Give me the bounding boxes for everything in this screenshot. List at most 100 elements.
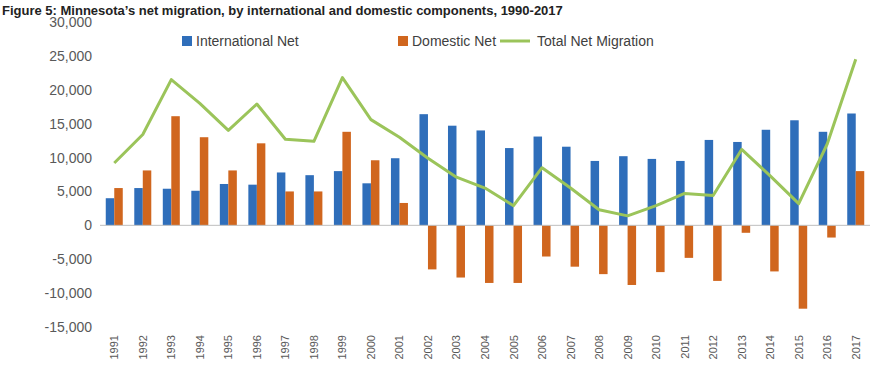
bar xyxy=(362,183,371,225)
bar xyxy=(334,171,343,225)
bar xyxy=(542,225,551,256)
x-tick-label: 2017 xyxy=(850,335,862,359)
x-tick-label: 1998 xyxy=(308,335,320,359)
bar xyxy=(171,116,180,225)
bar xyxy=(514,225,523,283)
y-tick-label: -10,000 xyxy=(45,285,93,301)
x-tick-label: 2004 xyxy=(479,335,491,359)
bar xyxy=(762,130,771,226)
x-tick-label: 1996 xyxy=(251,335,263,359)
bar xyxy=(656,225,665,272)
bar xyxy=(790,120,799,225)
bar xyxy=(419,114,428,225)
y-tick xyxy=(96,22,100,23)
bar xyxy=(305,175,314,225)
bar xyxy=(248,185,257,226)
bar xyxy=(342,132,351,226)
bar xyxy=(827,225,836,237)
bar xyxy=(713,225,722,281)
bar xyxy=(505,148,514,225)
bar xyxy=(391,158,400,225)
y-tick xyxy=(96,327,100,328)
bar xyxy=(685,225,694,258)
x-tick-label: 2006 xyxy=(536,335,548,359)
y-tick xyxy=(96,55,100,56)
x-tick-label: 1991 xyxy=(108,335,120,359)
y-tick xyxy=(96,259,100,260)
x-tick-label: 2009 xyxy=(622,335,634,359)
y-tick-label: 20,000 xyxy=(49,82,92,98)
x-tick-label: 2016 xyxy=(821,335,833,359)
bar xyxy=(314,191,323,225)
legend-label: Total Net Migration xyxy=(537,33,654,49)
bar xyxy=(428,225,437,269)
x-tick-label: 1999 xyxy=(336,335,348,359)
y-tick-label: 15,000 xyxy=(49,116,92,132)
bar xyxy=(191,191,200,226)
y-tick xyxy=(96,191,100,192)
x-tick-label: 2003 xyxy=(450,335,462,359)
x-tick-label: 2007 xyxy=(565,335,577,359)
bar xyxy=(856,171,865,225)
bar xyxy=(228,170,237,225)
line xyxy=(114,59,855,216)
x-tick-label: 2015 xyxy=(793,335,805,359)
bar xyxy=(477,130,486,225)
bar xyxy=(134,188,143,225)
bar xyxy=(114,188,123,225)
x-tick-label: 2014 xyxy=(764,335,776,359)
legend-swatch xyxy=(500,40,530,43)
bar xyxy=(399,203,408,225)
x-tick-label: 2000 xyxy=(365,335,377,359)
y-tick-label: -5,000 xyxy=(52,251,92,267)
bar xyxy=(628,225,637,285)
bar xyxy=(799,225,808,308)
legend-label: International Net xyxy=(196,33,299,49)
y-tick xyxy=(96,293,100,294)
bar xyxy=(143,170,152,225)
y-tick xyxy=(96,89,100,90)
x-tick-label: 1997 xyxy=(279,335,291,359)
bar xyxy=(770,225,779,271)
legend-label: Domestic Net xyxy=(412,33,496,49)
bar xyxy=(847,114,856,226)
bar xyxy=(285,191,294,225)
bar xyxy=(705,140,714,225)
x-tick-label: 2005 xyxy=(508,335,520,359)
y-tick-label: 30,000 xyxy=(49,14,92,30)
bar xyxy=(456,225,465,277)
bar xyxy=(163,189,172,226)
y-tick-label: 5,000 xyxy=(57,183,92,199)
bar xyxy=(277,172,286,225)
bar xyxy=(534,137,543,226)
legend-swatch xyxy=(398,36,408,46)
y-tick xyxy=(96,157,100,158)
x-tick-label: 1993 xyxy=(165,335,177,359)
chart: Figure 5: Minnesota’s net migration, by … xyxy=(0,0,875,380)
x-tick-label: 1995 xyxy=(222,335,234,359)
bar xyxy=(220,184,229,225)
bar xyxy=(591,161,600,225)
y-tick-label: 0 xyxy=(84,217,92,233)
legend-swatch xyxy=(182,36,192,46)
bar xyxy=(106,198,115,225)
x-tick-label: 2011 xyxy=(679,335,691,359)
bar xyxy=(200,137,209,225)
x-axis-line xyxy=(100,225,870,226)
bar xyxy=(485,225,494,283)
x-tick-label: 2013 xyxy=(736,335,748,359)
x-tick-label: 2001 xyxy=(393,335,405,359)
bar xyxy=(371,160,380,225)
y-tick-label: -15,000 xyxy=(45,319,93,335)
bar xyxy=(742,225,751,232)
plot-area xyxy=(106,59,864,308)
x-tick-label: 2008 xyxy=(593,335,605,359)
y-tick-label: 25,000 xyxy=(49,48,92,64)
bar xyxy=(257,143,266,225)
x-tick-label: 2002 xyxy=(422,335,434,359)
x-tick-label: 2012 xyxy=(707,335,719,359)
bar xyxy=(599,225,608,274)
x-tick-label: 1992 xyxy=(137,335,149,359)
y-tick xyxy=(96,225,100,226)
bar xyxy=(648,159,657,225)
